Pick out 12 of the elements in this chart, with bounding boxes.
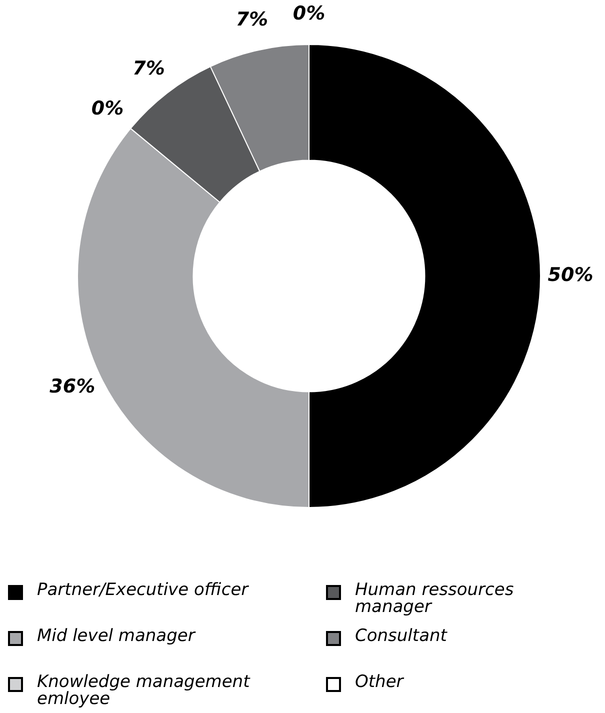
text: 0% (91, 97, 124, 120)
legend-label: Partner/Executive officer (37, 580, 248, 600)
data-label: 50% (548, 264, 594, 286)
data-label: 7% (236, 8, 268, 31)
legend-label: Knowledge management emloyee (37, 672, 252, 709)
data-label: 36% (50, 375, 96, 398)
legend-label: Consultant (355, 626, 447, 646)
legend-label: Human ressources manager (355, 580, 515, 617)
data-label: 7% (132, 57, 165, 80)
legend-label: Mid level manager (37, 626, 195, 646)
legend-label: Other (355, 672, 404, 692)
text: 0% (292, 2, 326, 24)
